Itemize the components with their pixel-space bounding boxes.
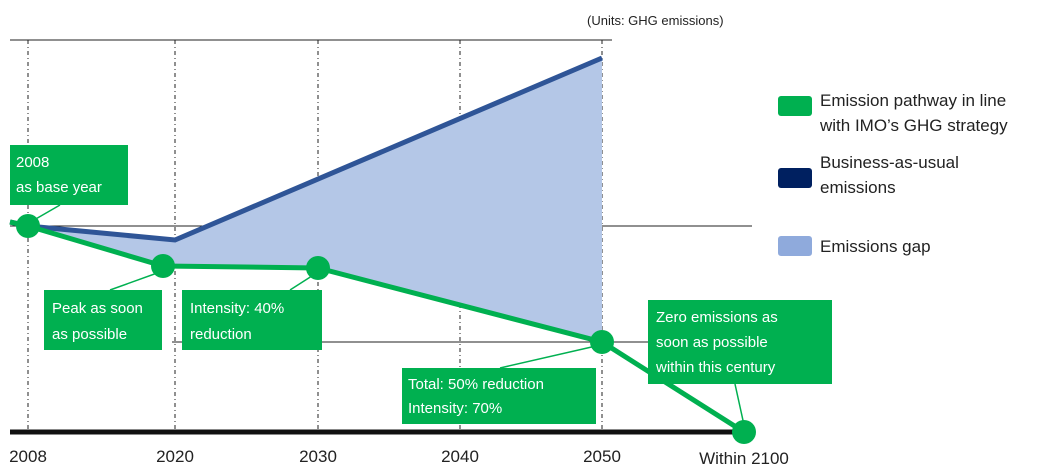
legend-text: emissions [820, 178, 896, 197]
units-note: (Units: GHG emissions) [587, 13, 724, 28]
annotation-text: as base year [16, 179, 102, 196]
annotation-text: Intensity: 70% [408, 400, 502, 417]
annotation-text: Intensity: 40% [190, 300, 284, 317]
pointers [33, 204, 745, 426]
point [151, 254, 175, 278]
annotation-box [10, 145, 128, 205]
annotation-box [44, 290, 162, 350]
annotation-text: Total: 50% reduction [408, 376, 544, 393]
x-label: 2030 [299, 447, 337, 466]
legend-text: with IMO’s GHG strategy [819, 116, 1008, 135]
x-label: 2040 [441, 447, 479, 466]
annotation-text: soon as possible [656, 334, 768, 351]
x-label: 2050 [583, 447, 621, 466]
x-label: Within 2100 [699, 449, 789, 468]
legend-text: Emissions gap [820, 237, 931, 256]
annotation-box [402, 368, 596, 424]
annotation-box [182, 290, 322, 350]
legend-text: Business-as-usual [820, 153, 959, 172]
point [732, 420, 756, 444]
annotation-text: 2008 [16, 154, 49, 171]
annotations: 2008 as base year Peak as soon as possib… [10, 145, 832, 424]
pointer [289, 273, 316, 291]
annotation-text: Peak as soon [52, 300, 143, 317]
emissions-gap [28, 58, 602, 342]
x-labels: 2008 2020 2030 2040 2050 Within 2100 [9, 447, 789, 468]
x-label: 2020 [156, 447, 194, 466]
annotation-box [648, 300, 832, 384]
pointer [734, 383, 745, 426]
annotation-text: reduction [190, 326, 252, 343]
pointer [109, 271, 161, 291]
annotation-text: Zero emissions as [656, 309, 778, 326]
legend-swatch [778, 236, 812, 256]
point [306, 256, 330, 280]
pathway-points [16, 214, 756, 444]
x-label: 2008 [9, 447, 47, 466]
point [590, 330, 614, 354]
pointer [499, 345, 597, 369]
annotation-text: as possible [52, 326, 127, 343]
legend-swatch [778, 96, 812, 116]
annotation-text: within this century [655, 359, 776, 376]
legend-swatch [778, 168, 812, 188]
point [16, 214, 40, 238]
legend-text: Emission pathway in line [820, 91, 1006, 110]
legend: Emission pathway in line with IMO’s GHG … [778, 91, 1008, 256]
pointer [33, 204, 61, 221]
